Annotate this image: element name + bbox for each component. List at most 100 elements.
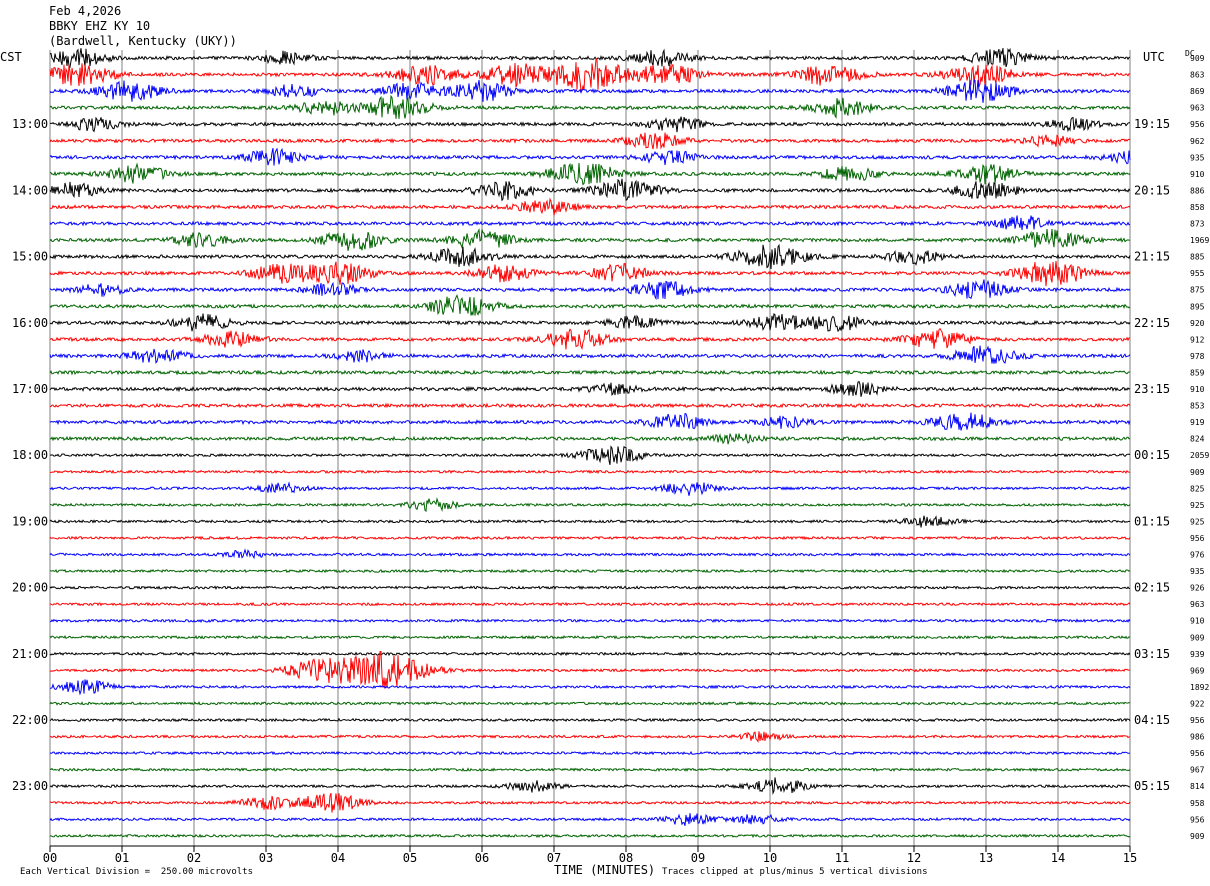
dc-offset-26: 825 (1190, 484, 1205, 493)
x-tick-label-10: 10 (763, 851, 777, 865)
dc-offset-9: 858 (1190, 203, 1205, 212)
trace-37 (49, 650, 1131, 689)
trace-2 (49, 79, 1131, 103)
dc-offset-7: 910 (1190, 170, 1205, 179)
dc-offset-29: 956 (1190, 534, 1205, 543)
dc-offset-11: 1969 (1190, 236, 1209, 245)
trace-25 (50, 469, 1131, 475)
cst-hour-labels: 13:00 14:00 15:00 16:00 17:00 18:00 19:00 20:00… (12, 117, 48, 793)
x-tick-label-06: 06 (475, 851, 489, 865)
trace-15 (49, 293, 1131, 316)
x-tick-label-05: 05 (403, 851, 417, 865)
trace-43 (49, 767, 1131, 772)
trace-5 (49, 132, 1131, 150)
trace-3 (49, 94, 1131, 119)
trace-8 (49, 178, 1131, 202)
cst-label-1900: 19:00 (12, 514, 48, 528)
dc-offset-1: 863 (1190, 71, 1205, 80)
dc-offset-38: 1892 (1190, 683, 1209, 692)
trace-21 (49, 402, 1131, 409)
trace-4 (49, 116, 1130, 133)
x-tick-label-00: 00 (43, 851, 57, 865)
trace-13 (49, 260, 1131, 287)
trace-9 (49, 197, 1131, 216)
utc-label-0415: 04:15 (1134, 713, 1170, 727)
dc-offset-45: 958 (1190, 799, 1205, 808)
cst-label-1300: 13:00 (12, 117, 48, 131)
x-tick-label-03: 03 (259, 851, 273, 865)
dc-offset-21: 853 (1190, 402, 1205, 411)
cst-label-1800: 18:00 (12, 448, 48, 462)
dc-offset-19: 859 (1190, 368, 1205, 377)
cst-label-2200: 22:00 (12, 713, 48, 727)
dc-offset-17: 912 (1190, 335, 1205, 344)
dc-offset-35: 909 (1190, 633, 1205, 642)
dc-offset-2: 869 (1190, 87, 1205, 96)
trace-44 (49, 777, 1131, 796)
dc-offset-42: 956 (1190, 749, 1205, 758)
x-tick-label-07: 07 (547, 851, 561, 865)
dc-offset-23: 824 (1190, 435, 1205, 444)
trace-36 (49, 651, 1131, 657)
dc-offset-15: 895 (1190, 302, 1205, 311)
trace-18 (49, 345, 1131, 364)
dc-offset-labels: 909 863 869 963 956 962 935 910 886 858 873 1969 885… (1190, 54, 1209, 841)
trace-47 (49, 833, 1131, 839)
left-timezone-label: CST (0, 50, 22, 64)
trace-33 (49, 601, 1131, 607)
x-axis-title: TIME (MINUTES) (554, 863, 656, 877)
vertical-division-note: Each Vertical Division = 250.00 microvol… (20, 867, 253, 877)
trace-7 (49, 162, 1131, 186)
trace-42 (49, 750, 1130, 756)
trace-40 (49, 717, 1131, 723)
dc-offset-header: DC (1185, 49, 1195, 58)
trace-30 (49, 548, 1131, 560)
dc-offset-32: 926 (1190, 584, 1205, 593)
trace-0 (49, 47, 1131, 69)
trace-28 (49, 515, 1131, 528)
dc-offset-47: 909 (1190, 832, 1205, 841)
x-tick-label-01: 01 (115, 851, 129, 865)
utc-label-0115: 01:15 (1134, 514, 1170, 528)
trace-34 (50, 618, 1131, 623)
utc-label-2215: 22:15 (1134, 316, 1170, 330)
x-tick-label-09: 09 (691, 851, 705, 865)
trace-46 (49, 813, 1131, 826)
dc-offset-6: 935 (1190, 153, 1205, 162)
x-tick-label-12: 12 (907, 851, 921, 865)
trace-19 (49, 369, 1131, 376)
dc-offset-5: 962 (1190, 137, 1205, 146)
trace-10 (49, 215, 1131, 231)
utc-label-0215: 02:15 (1134, 581, 1170, 595)
cst-label-1700: 17:00 (12, 382, 48, 396)
utc-label-0015: 00:15 (1134, 448, 1170, 462)
x-tick-label-11: 11 (835, 851, 849, 865)
x-tick-label-14: 14 (1051, 851, 1065, 865)
dc-offset-24: 2059 (1190, 451, 1209, 460)
dc-offset-18: 978 (1190, 352, 1205, 361)
dc-offset-33: 963 (1190, 600, 1205, 609)
dc-offset-14: 875 (1190, 286, 1205, 295)
dc-offset-30: 976 (1190, 551, 1205, 560)
cst-label-2100: 21:00 (12, 647, 48, 661)
utc-label-0515: 05:15 (1134, 779, 1170, 793)
x-tick-label-08: 08 (619, 851, 633, 865)
dc-offset-27: 925 (1190, 501, 1205, 510)
trace-38 (50, 679, 1131, 696)
dc-offset-37: 969 (1190, 666, 1205, 675)
trace-23 (49, 433, 1131, 445)
dc-offset-12: 885 (1190, 253, 1205, 262)
dc-offset-4: 956 (1190, 120, 1205, 129)
trace-11 (49, 228, 1131, 251)
trace-14 (49, 279, 1131, 301)
dc-offset-20: 910 (1190, 385, 1205, 394)
dc-offset-0: 909 (1190, 54, 1205, 63)
plot-date: Feb 4,2026 (49, 4, 122, 18)
trace-41 (49, 731, 1131, 744)
dc-offset-39: 922 (1190, 699, 1205, 708)
seismic-traces (49, 47, 1131, 839)
trace-1 (49, 58, 1131, 92)
cst-label-1400: 14:00 (12, 183, 48, 197)
dc-offset-16: 920 (1190, 319, 1205, 328)
